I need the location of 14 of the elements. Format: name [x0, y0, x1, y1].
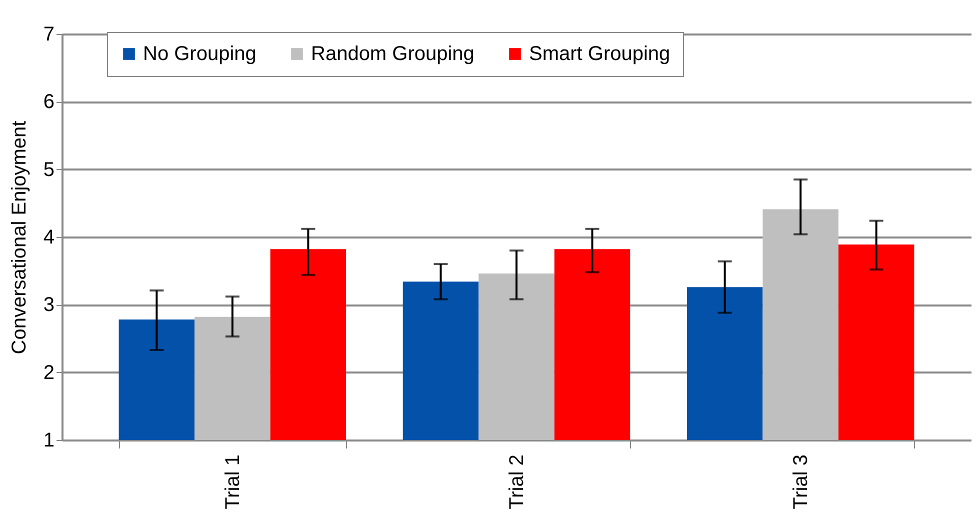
y-tick-label: 3 [43, 294, 54, 316]
y-tick-label: 1 [43, 430, 54, 452]
y-tick-label: 6 [43, 91, 54, 114]
legend-label: No Grouping [143, 43, 256, 65]
x-tick-label: Trial 3 [790, 454, 812, 510]
y-tick-label: 4 [43, 226, 54, 248]
x-tick-label: Trial 1 [222, 454, 244, 510]
y-tick-label: 7 [43, 24, 54, 46]
y-axis-title: Conversational Enjoyment [8, 120, 30, 354]
legend-label: Random Grouping [311, 43, 474, 65]
legend-label: Smart Grouping [529, 43, 670, 65]
x-tick-label: Trial 2 [506, 454, 528, 510]
y-tick-label: 2 [43, 362, 54, 384]
y-tick-label: 5 [43, 158, 54, 181]
